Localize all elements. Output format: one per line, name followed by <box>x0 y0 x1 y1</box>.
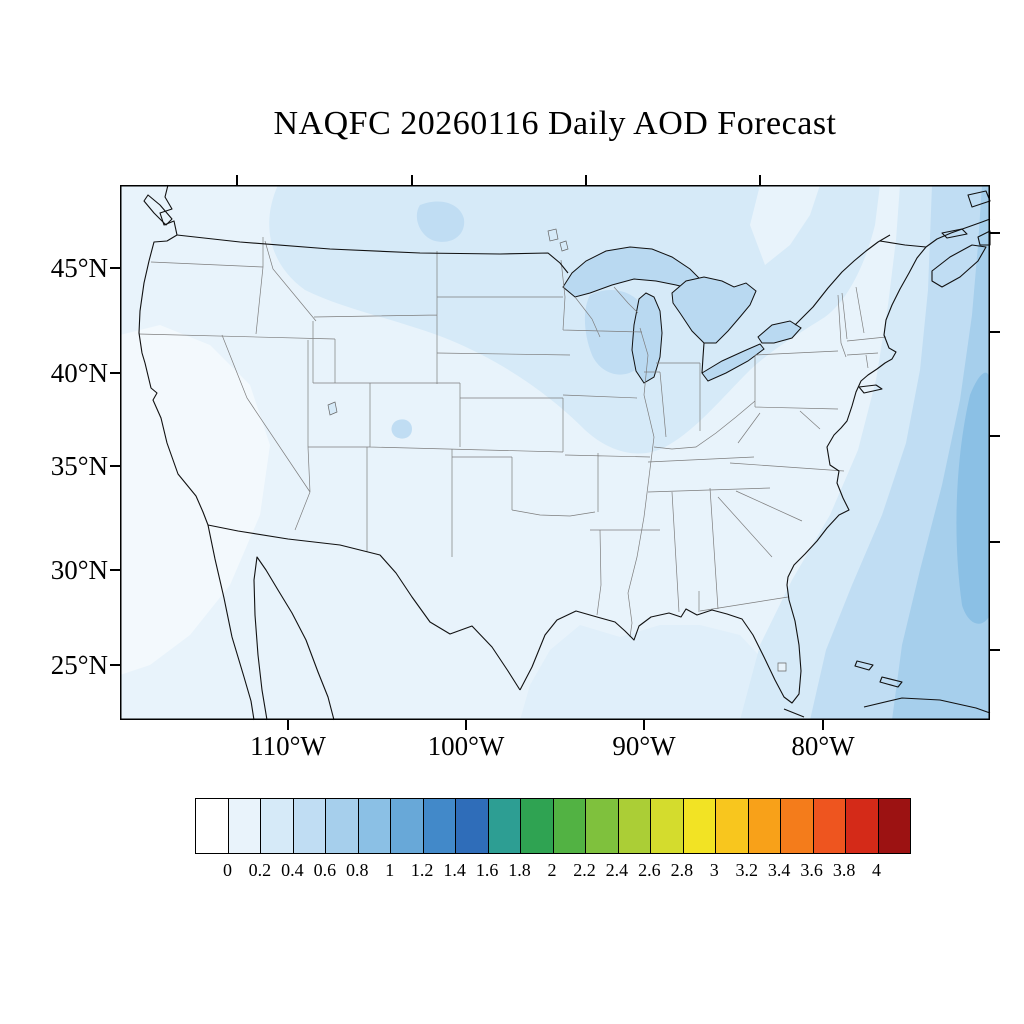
colorbar-cell <box>748 799 781 853</box>
state-lines-central <box>436 259 660 638</box>
colorbar-cell <box>813 799 846 853</box>
colorbar-tick-label: 1.2 <box>410 860 434 880</box>
long-island <box>858 384 883 394</box>
colorbar-cell <box>261 799 294 853</box>
small-border-lake <box>559 240 569 252</box>
state-lines-east <box>644 286 887 613</box>
colorbar-tick-label: 0 <box>222 860 232 880</box>
lat-tick-label: 25°N <box>50 650 108 680</box>
colorbar-tick-label: 1 <box>385 860 395 880</box>
colorbar-tick-label: 2.8 <box>670 860 694 880</box>
colorbar-cell <box>586 799 619 853</box>
colorbar-tick-label: 1.6 <box>475 860 499 880</box>
colorbar-cell <box>196 799 229 853</box>
colorbar-cell <box>391 799 424 853</box>
maritimes-islands <box>931 190 991 288</box>
lat-tick-label: 45°N <box>50 253 108 283</box>
canada-border-west <box>176 234 569 274</box>
axis-ticks <box>110 175 1000 730</box>
top-ticks <box>236 175 761 185</box>
right-ticks <box>990 232 1000 651</box>
colorbar-tick-label: 3.2 <box>735 860 758 880</box>
gulf-and-atlantic-coast <box>519 218 991 704</box>
colorbar-cell <box>683 799 716 853</box>
colorbar-cell <box>228 799 261 853</box>
colorbar-tick-label: 1.4 <box>443 860 466 880</box>
colorbar-cell <box>456 799 489 853</box>
forecast-map <box>110 175 1000 730</box>
aod-gulf-shade <box>520 625 784 720</box>
lake-okeechobee <box>777 662 787 672</box>
lake-michigan <box>631 292 663 384</box>
great-salt-lake <box>327 401 338 416</box>
state-lines-west <box>138 237 564 552</box>
colorbar-tick-label: 0.4 <box>281 860 304 880</box>
colorbar-tick-label: 3 <box>709 860 719 880</box>
map-panel <box>110 175 1000 730</box>
vancouver-island <box>143 194 173 226</box>
mexico-border <box>207 524 521 691</box>
aod-quebec-light-wedge <box>750 185 820 265</box>
lon-tick-label: 100°W <box>427 731 505 761</box>
colorbar-cell <box>878 799 910 853</box>
colorbar-cell <box>846 799 879 853</box>
colorbar-cell <box>651 799 684 853</box>
colorbar-cell <box>716 799 749 853</box>
lake-erie <box>701 343 765 382</box>
small-lakes <box>327 228 787 672</box>
colorbar-cell <box>293 799 326 853</box>
bottom-ticks <box>287 720 824 730</box>
lat-tick-label: 35°N <box>50 451 108 481</box>
colorbar-tick-label: 3.6 <box>800 860 823 880</box>
lake-huron <box>671 276 757 344</box>
colorbar-tick-label: 0.6 <box>313 860 337 880</box>
colorbar-cell <box>521 799 554 853</box>
colorbar-labels: 0 0.2 0.4 0.6 0.8 1 1.2 1.4 1.6 1.8 2 2.2 2.4 2.6 2.8 3… <box>195 860 909 884</box>
colorbar-cell <box>553 799 586 853</box>
colorbar-tick-label: 0.8 <box>346 860 369 880</box>
great-lakes <box>562 246 802 384</box>
colorbar <box>195 798 911 854</box>
aod-pale-west-shade <box>120 325 270 675</box>
lon-tick-label: 90°W <box>612 731 676 761</box>
colorbar-cell <box>423 799 456 853</box>
colorbar-tick-label: 3.4 <box>767 860 791 880</box>
left-ticks <box>110 267 120 666</box>
colorbar-cell <box>781 799 814 853</box>
colorbar-cell <box>358 799 391 853</box>
colorbar-tick-label: 0.2 <box>248 860 272 880</box>
colorbar-tick-label: 2.4 <box>605 860 629 880</box>
lon-tick-label: 110°W <box>250 731 326 761</box>
state-boundaries <box>138 237 887 638</box>
colorbar-cell <box>488 799 521 853</box>
colorbar-cell <box>618 799 651 853</box>
aod-atlantic-shade-4 <box>956 372 990 624</box>
bahamas-cuba-keys <box>783 660 991 718</box>
pacific-coast <box>138 184 255 721</box>
aod-montana-spot-shade <box>416 201 465 242</box>
lake-ontario <box>757 320 802 344</box>
colorbar-tick-label: 3.8 <box>832 860 856 880</box>
colorbar-tick-label: 2 <box>547 860 557 880</box>
lake-of-the-woods <box>547 228 559 242</box>
colorbar-tick-label: 2.6 <box>638 860 661 880</box>
lat-tick-label: 40°N <box>50 358 108 388</box>
plot-frame <box>120 185 990 720</box>
lat-tick-label: 30°N <box>50 555 108 585</box>
page-title: NAQFC 20260116 Daily AOD Forecast <box>273 105 837 142</box>
canada-border-east <box>701 234 927 374</box>
coastlines <box>138 184 991 721</box>
aod-colorado-spot-shade <box>391 419 412 439</box>
aod-north-band-shade <box>269 185 880 454</box>
colorbar-tick-label: 4 <box>872 860 882 880</box>
colorbar-cell <box>326 799 359 853</box>
colorbar-tick-label: 2.2 <box>573 860 596 880</box>
gulf-of-california-coast <box>253 556 335 721</box>
colorbar-tick-label: 1.8 <box>508 860 531 880</box>
lon-tick-label: 80°W <box>791 731 855 761</box>
